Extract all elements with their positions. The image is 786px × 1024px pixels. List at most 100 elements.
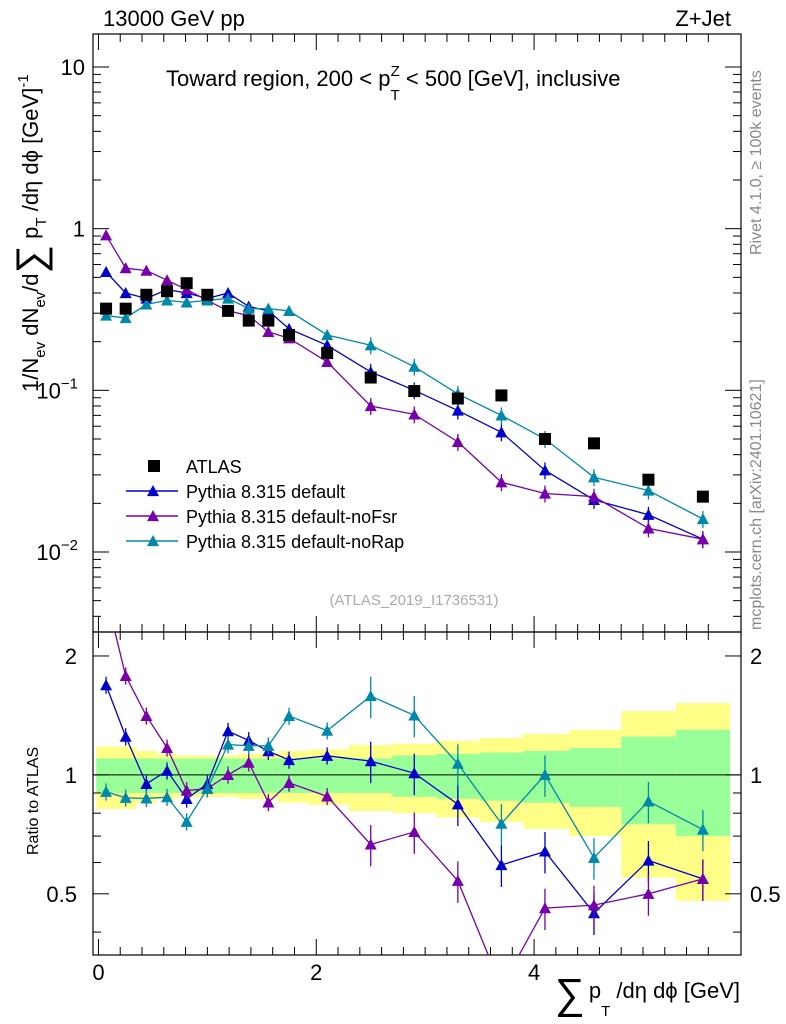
legend-marker-1: [147, 510, 159, 522]
series-marker-2: [587, 471, 600, 483]
atlas-data-point: [451, 392, 464, 405]
ratio-marker-1: [119, 669, 132, 681]
series-marker-0: [100, 265, 113, 278]
ratio-marker-1: [262, 796, 275, 808]
series-marker-1: [364, 399, 377, 412]
series-marker-2: [262, 302, 275, 314]
series-marker-1: [642, 522, 655, 534]
ratio-marker-1: [161, 741, 174, 753]
main-y-tick-label: 10: [61, 55, 85, 80]
atlas-data-point: [495, 389, 508, 402]
ratio-marker-2: [180, 815, 193, 827]
ratio-marker-1: [321, 790, 334, 802]
ratio-marker-1: [180, 784, 193, 796]
series-marker-1: [321, 355, 334, 367]
atlas-data-point: [100, 302, 113, 315]
atlas-data-point: [242, 314, 255, 327]
ratio-marker-2: [201, 782, 214, 794]
atlas-data-point: [408, 385, 421, 398]
ratio-band-inner: [569, 747, 622, 807]
series-marker-2: [321, 328, 334, 341]
series-marker-1: [408, 408, 421, 420]
atlas-data-point: [140, 288, 153, 301]
legend-label-2: Pythia 8.315 default-noRap: [186, 532, 404, 552]
rivet-version-label: Rivet 4.1.0, ≥ 100k events: [748, 70, 765, 255]
series-marker-2: [222, 292, 235, 304]
ratio-marker-0: [321, 749, 334, 761]
ratio-y-tick-label-left: 0.5: [46, 882, 77, 907]
series-marker-1: [495, 476, 508, 488]
ratio-marker-1: [451, 874, 464, 886]
x-axis-ticks: 0 2 4: [92, 34, 709, 985]
atlas-data-point: [642, 473, 655, 486]
header-process: Z+Jet: [675, 6, 731, 31]
atlas-data-point: [321, 347, 334, 360]
ratio-marker-1: [364, 838, 377, 850]
ratio-marker-1: [140, 709, 153, 722]
ratio-marker-2: [364, 690, 377, 702]
ratio-marker-2: [222, 738, 235, 750]
ratio-marker-0: [538, 845, 551, 857]
atlas-data-point: [696, 490, 709, 503]
main-y-axis-label: 1/Nev dNev/d∑ pT /dη dϕ [GeV]-1: [9, 74, 53, 392]
series-marker-0: [642, 508, 655, 520]
legend-marker-2: [147, 535, 159, 547]
ratio-marker-2: [321, 724, 334, 736]
series-marker-1: [538, 487, 551, 499]
ratio-marker-1: [408, 825, 421, 838]
series-marker-1: [262, 325, 275, 337]
atlas-data-point: [587, 437, 600, 450]
ratio-marker-2: [119, 791, 132, 803]
series-marker-1: [161, 274, 174, 286]
ratio-marker-1: [283, 776, 296, 788]
ratio-band-inner: [115, 758, 137, 793]
ratio-band-inner: [308, 758, 349, 793]
series-marker-2: [119, 312, 132, 324]
ratio-marker-0: [140, 777, 153, 790]
legend-label-1: Pythia 8.315 default-noFsr: [186, 507, 397, 527]
ratio-marker-1: [587, 899, 600, 911]
legend-atlas-label: ATLAS: [186, 457, 242, 477]
ratio-axis-ticks: 2 2 1 1 0.5 0.5: [46, 644, 781, 933]
ratio-marker-0: [283, 753, 296, 766]
ratio-marker-0: [119, 730, 132, 742]
ratio-marker-2: [696, 823, 709, 835]
series-marker-2: [408, 360, 421, 372]
ratio-marker-1: [242, 756, 255, 768]
ratio-marker-0: [451, 798, 464, 810]
series-marker-1: [140, 264, 153, 276]
ratio-y-tick-label-left: 1: [65, 763, 77, 788]
ratio-marker-1: [538, 902, 551, 914]
header-energy: 13000 GeV pp: [103, 6, 245, 31]
series-marker-2: [495, 409, 508, 421]
ratio-marker-0: [364, 755, 377, 767]
ratio-y-tick-label-right: 0.5: [750, 882, 781, 907]
ratio-y-axis-label: Ratio to ATLAS: [25, 747, 42, 855]
series-marker-2: [161, 294, 174, 306]
series-marker-1: [119, 262, 132, 274]
ratio-marker-1: [642, 887, 655, 899]
ratio-band-inner: [258, 758, 279, 793]
series-marker-1: [100, 229, 113, 241]
atlas-data-point: [161, 285, 174, 298]
ratio-marker-0: [642, 854, 655, 866]
ratio-band-inner: [479, 752, 524, 801]
main-series-group: [100, 229, 709, 549]
atlas-data-point: [222, 304, 235, 317]
ratio-marker-1: [222, 768, 235, 780]
ratio-series-group: [100, 632, 709, 955]
ratio-marker-1: [696, 872, 709, 884]
atlas-data-point: [538, 432, 551, 445]
ratio-marker-2: [587, 851, 600, 863]
ratio-marker-2: [408, 709, 421, 721]
legend-atlas-marker: [148, 460, 160, 472]
series-marker-1: [587, 490, 600, 502]
ratio-marker-0: [495, 859, 508, 871]
series-marker-0: [495, 426, 508, 438]
series-marker-0: [119, 286, 132, 299]
series-marker-2: [283, 304, 296, 316]
series-marker-0: [451, 404, 464, 416]
series-marker-1: [451, 435, 464, 447]
ratio-band-inner: [176, 758, 198, 793]
ratio-y-tick-label-right: 2: [750, 644, 762, 669]
